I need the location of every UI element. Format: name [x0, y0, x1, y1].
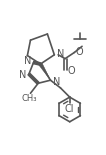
Text: O: O — [67, 66, 75, 76]
Text: N: N — [24, 56, 31, 66]
Text: O: O — [76, 47, 84, 57]
Text: CH₃: CH₃ — [21, 94, 37, 103]
Text: N: N — [57, 49, 65, 59]
Text: N: N — [53, 77, 60, 87]
Text: N: N — [19, 70, 27, 80]
Text: Cl: Cl — [65, 104, 75, 114]
Polygon shape — [39, 63, 50, 80]
